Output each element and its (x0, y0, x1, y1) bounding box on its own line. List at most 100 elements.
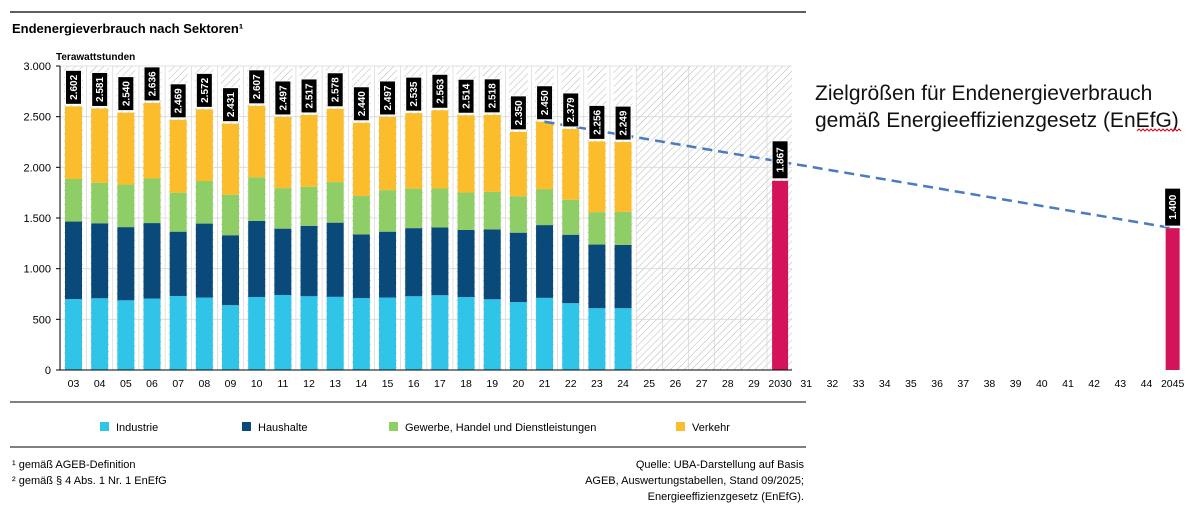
x-tick-label: 2045 (1161, 378, 1185, 390)
bar-industrie (483, 299, 501, 370)
total-label-box (405, 76, 423, 112)
bar-haushalte (300, 225, 318, 297)
bar-industrie (509, 302, 527, 370)
footnote-2: ² gemäß § 4 Abs. 1 Nr. 1 EnEfG (12, 475, 167, 487)
bar-gewerbe-handel-und-dienstleistungen (588, 212, 606, 245)
bar-verkehr (483, 114, 501, 192)
bar-industrie (614, 308, 632, 370)
legend-swatch-gewerbe-handel-und-dienstleistungen (389, 422, 398, 431)
x-tick-label: 16 (408, 378, 420, 390)
x-tick-label: 24 (617, 378, 629, 390)
x-tick-label: 21 (539, 378, 551, 390)
total-label: 2.350 (509, 95, 527, 131)
total-value-label: 2.518 (488, 83, 499, 108)
bar-verkehr (614, 142, 632, 212)
x-tick-label: 42 (1088, 378, 1100, 390)
x-tick-label: 08 (199, 378, 211, 390)
x-tick-label: 19 (486, 378, 498, 390)
bar-gewerbe-handel-und-dienstleistungen (562, 199, 580, 235)
unit-label: Terawattstunden (56, 52, 135, 63)
bar-industrie (431, 295, 449, 370)
total-value-label: 2.581 (95, 77, 106, 102)
bar-gewerbe-handel-und-dienstleistungen (143, 178, 161, 224)
bar-verkehr (326, 108, 344, 183)
total-label-box (588, 104, 606, 140)
total-label: 2.469 (169, 83, 187, 119)
bar-gewerbe-handel-und-dienstleistungen (405, 188, 423, 229)
total-value-label: 1.400 (1168, 194, 1179, 219)
bar-gewerbe-handel-und-dienstleistungen (195, 181, 213, 224)
bar-gewerbe-handel-und-dienstleistungen (457, 192, 475, 230)
bar-industrie (352, 298, 370, 370)
bar-gewerbe-handel-und-dienstleistungen (536, 189, 554, 226)
bar-haushalte (274, 228, 292, 296)
x-tick-label: 06 (146, 378, 158, 390)
total-value-label: 2.350 (514, 100, 525, 125)
bar-haushalte (509, 232, 527, 303)
bar-verkehr (536, 121, 554, 190)
y-tick-label: 3.000 (23, 61, 51, 73)
x-tick-label: 40 (1036, 378, 1048, 390)
total-value-label: 2.256 (592, 109, 603, 134)
total-label: 1.400 (1164, 187, 1182, 227)
total-label-box (352, 86, 370, 122)
total-value-label: 2.514 (462, 83, 473, 108)
bar-verkehr (300, 114, 318, 187)
bar-gewerbe-handel-und-dienstleistungen (248, 177, 266, 221)
bar-gewerbe-handel-und-dienstleistungen (483, 191, 501, 230)
x-tick-label: 34 (879, 378, 891, 390)
bar-industrie (274, 295, 292, 370)
bar-industrie (195, 297, 213, 370)
bar-industrie (91, 298, 109, 370)
total-label: 2.450 (536, 85, 554, 121)
x-tick-label: 36 (931, 378, 943, 390)
bar-industrie (143, 298, 161, 370)
x-tick-label: 27 (696, 378, 708, 390)
bar-haushalte (326, 222, 344, 297)
x-tick-label: 09 (225, 378, 237, 390)
bar-gewerbe-handel-und-dienstleistungen (379, 190, 397, 232)
x-tick-label: 04 (94, 378, 106, 390)
legend-swatch-haushalte (242, 422, 251, 431)
total-label: 2.602 (65, 69, 82, 105)
total-label: 2.440 (352, 86, 370, 122)
x-tick-label: 07 (172, 378, 184, 390)
total-label-box (379, 80, 397, 116)
total-label-box (274, 80, 292, 116)
total-label-box (300, 78, 318, 114)
total-label-box (483, 78, 501, 114)
bar-haushalte (405, 228, 423, 297)
annotation-line-1: Zielgrößen für Endenergieverbrauch (815, 82, 1152, 105)
total-value-label: 2.431 (226, 92, 237, 117)
bar-gewerbe-handel-und-dienstleistungen (614, 211, 632, 245)
total-label: 2.540 (117, 76, 135, 112)
legend-label-industrie: Industrie (116, 422, 158, 434)
chart-title: Endenergieverbrauch nach Sektoren¹ (12, 21, 243, 36)
total-label-box (431, 73, 449, 109)
total-label-box (562, 92, 580, 128)
total-label: 2.517 (300, 78, 318, 114)
total-value-label: 2.535 (409, 81, 420, 106)
total-value-label: 2.379 (566, 97, 577, 122)
total-label-box (222, 87, 240, 123)
total-label: 2.581 (91, 71, 109, 107)
total-label-box (1164, 187, 1182, 227)
x-tick-label: 26 (670, 378, 682, 390)
total-label: 2.607 (248, 69, 266, 105)
total-value-label: 2.440 (357, 91, 368, 116)
bar-industrie (169, 296, 187, 370)
bar-verkehr (143, 102, 161, 179)
legend-label-haushalte: Haushalte (258, 422, 308, 434)
x-tick-label: 35 (905, 378, 917, 390)
bar-haushalte (117, 227, 135, 301)
bar-haushalte (143, 223, 161, 299)
total-label: 2.497 (379, 80, 397, 116)
x-tick-label: 23 (591, 378, 603, 390)
total-value-label: 2.636 (148, 71, 159, 96)
x-tick-label: 13 (329, 378, 341, 390)
total-value-label: 2.249 (619, 110, 630, 135)
bar-verkehr (169, 119, 187, 193)
annotation-spellcheck-squiggle (1136, 128, 1182, 132)
bar-gewerbe-handel-und-dienstleistungen (117, 184, 135, 228)
x-tick-label: 05 (120, 378, 132, 390)
